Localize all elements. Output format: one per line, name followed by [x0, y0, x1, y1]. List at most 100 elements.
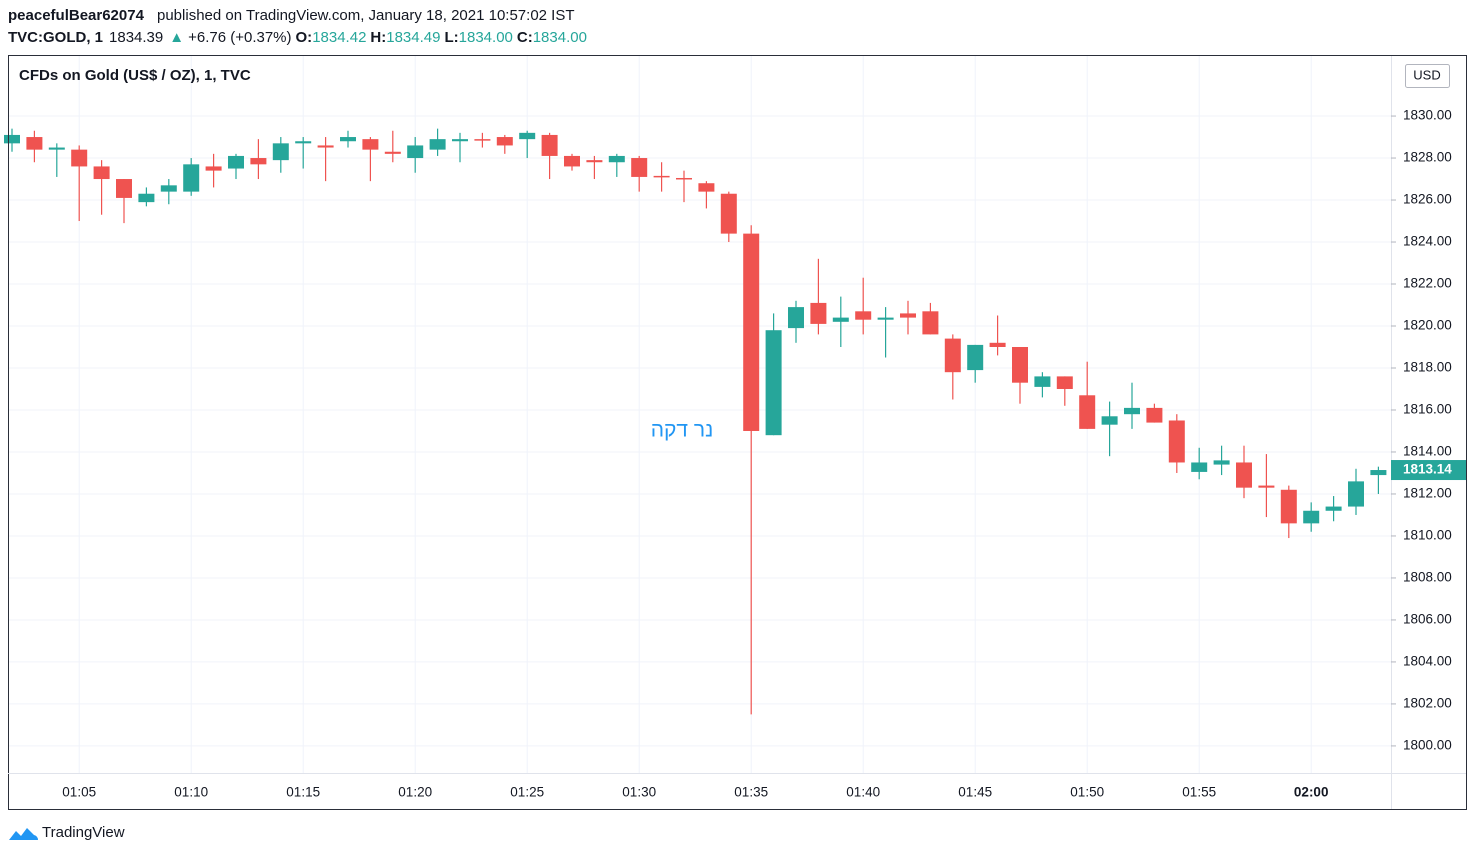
currency: USD	[1413, 67, 1440, 82]
candle-body	[250, 158, 267, 165]
chart-title: CFDs on Gold (US$ / OZ), 1, TVC	[19, 67, 251, 84]
ohlc-key: L:	[444, 29, 458, 46]
ohlc-key: H:	[370, 29, 386, 46]
candle-body	[429, 139, 446, 150]
x-tick-label: 01:45	[958, 785, 992, 800]
y-tick-label: 1828.00	[1403, 150, 1452, 165]
candle-body	[877, 317, 894, 320]
y-tick-label: 1816.00	[1403, 402, 1452, 417]
ohlc-value: 1834.42	[312, 29, 366, 46]
symbol: TVC:GOLD, 1	[8, 29, 103, 46]
candle-body	[160, 185, 177, 192]
candle-body	[922, 311, 939, 335]
y-tick-label: 1820.00	[1403, 318, 1452, 333]
candle-body	[1280, 489, 1297, 524]
candle-body	[1146, 407, 1163, 423]
y-tick-label: 1824.00	[1403, 234, 1452, 249]
candle-body	[788, 307, 804, 329]
candle-body	[71, 149, 88, 167]
y-tick-label: 1814.00	[1403, 444, 1452, 459]
candle-body	[989, 342, 1006, 347]
author: peacefulBear62074	[8, 7, 145, 24]
y-tick-label: 1802.00	[1403, 695, 1452, 710]
candle-body	[272, 143, 289, 161]
x-tick-label: 01:50	[1070, 785, 1104, 800]
candle-body	[452, 139, 468, 142]
ohlc-value: 1834.00	[533, 29, 587, 46]
x-tick-label: 01:15	[286, 785, 320, 800]
x-tick-label: 01:30	[622, 785, 656, 800]
candle-body	[586, 160, 603, 163]
time-axis-bg	[8, 773, 1466, 809]
ohlc-value: 1834.00	[459, 29, 513, 46]
candle-body	[1124, 407, 1140, 415]
candle-body	[48, 147, 65, 150]
candle-body	[116, 179, 132, 198]
x-tick-label: 01:25	[510, 785, 544, 800]
candle-body	[810, 302, 827, 324]
candle-body	[26, 137, 43, 150]
y-tick-label: 1830.00	[1403, 108, 1452, 123]
y-tick-label: 1826.00	[1403, 192, 1452, 207]
candle-body	[967, 344, 984, 371]
candle-body	[1348, 481, 1364, 507]
candle-body	[1079, 395, 1096, 429]
change: +6.76 (+0.37%)	[188, 29, 291, 46]
candle-body	[205, 166, 222, 171]
candle-body	[407, 145, 424, 159]
x-tick-label: 01:20	[398, 785, 432, 800]
y-tick-label: 1822.00	[1403, 276, 1452, 291]
y-tick-label: 1808.00	[1403, 570, 1452, 585]
candle-body	[720, 193, 737, 234]
last-price: 1813.14	[1403, 462, 1452, 477]
y-tick-label: 1812.00	[1403, 486, 1452, 501]
candle-body	[1191, 462, 1208, 472]
candle-body	[4, 134, 20, 144]
candle-body	[183, 164, 200, 192]
currency-box	[1405, 64, 1450, 88]
candle-body	[317, 145, 334, 148]
up-arrow: ▲	[169, 29, 184, 46]
candle-body	[676, 177, 692, 180]
candle-body	[1325, 506, 1342, 511]
candles	[4, 128, 1387, 715]
candle-body	[1056, 376, 1073, 389]
candle-body	[1034, 376, 1051, 387]
grid	[8, 56, 1391, 773]
x-tick-label: 01:10	[174, 785, 208, 800]
candle-body	[1303, 510, 1320, 524]
candle-body	[944, 338, 961, 373]
candle-body	[1012, 346, 1028, 383]
candle-body	[1236, 462, 1252, 488]
published: published on TradingView.com, January 18…	[157, 7, 575, 24]
x-tick-label: 01:05	[62, 785, 96, 800]
last-price-box	[1391, 460, 1466, 481]
candle-body	[519, 132, 536, 140]
candle-body	[765, 330, 782, 436]
price-axis-bg	[1391, 56, 1466, 773]
candle-body	[698, 183, 715, 192]
candle-body	[228, 155, 244, 169]
annotation: נר דקה	[651, 419, 714, 442]
candle-body	[855, 311, 872, 320]
candle-body	[340, 137, 356, 142]
y-tick-label: 1810.00	[1403, 528, 1452, 543]
candle-body	[1101, 416, 1118, 425]
logo	[9, 828, 39, 840]
x-tick-label: 01:35	[734, 785, 768, 800]
y-tick-label: 1806.00	[1403, 612, 1452, 627]
candle-body	[1168, 420, 1185, 463]
candle-body	[541, 134, 558, 156]
x-tick-label: 02:00	[1294, 785, 1329, 800]
candle-body	[743, 233, 760, 431]
ohlc-key: C:	[517, 29, 533, 46]
ohlc-key: O:	[296, 29, 313, 46]
candle-body	[631, 158, 648, 177]
candle-body	[474, 139, 491, 141]
axes: 1800.00 1802.00 1804.00 1806.00 1808.00 1810.…	[62, 108, 1466, 800]
candle-body	[138, 193, 155, 203]
price: 1834.39	[109, 29, 163, 46]
candle-body	[564, 155, 580, 167]
symbol-line: TVC:GOLD, 1 1834.39 ▲ +6.76 (+0.37%) O:1834.…	[8, 29, 587, 46]
